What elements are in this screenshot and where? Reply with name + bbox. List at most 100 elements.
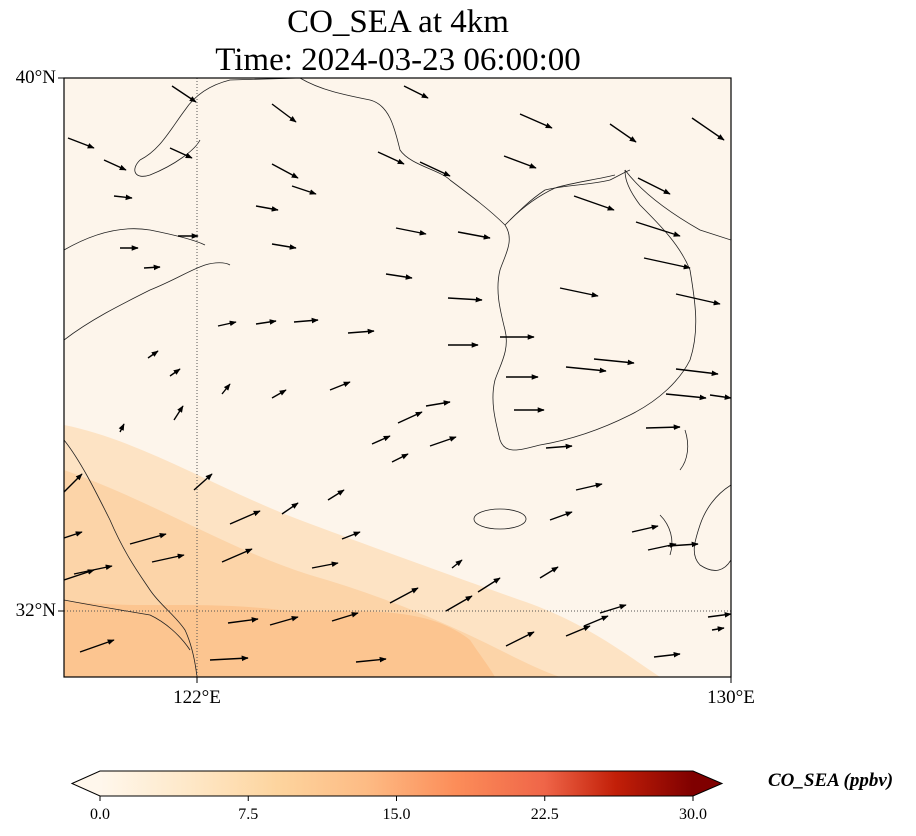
wind-arrow: [331, 612, 359, 622]
wind-arrow: [255, 205, 279, 212]
wind-arrow: [419, 161, 451, 177]
wind-arrow: [281, 502, 299, 515]
wind-arrow: [583, 615, 609, 627]
wind-arrow: [341, 531, 361, 540]
wind-arrow: [645, 424, 681, 430]
wind-arrow: [271, 243, 297, 250]
wind-arrow: [327, 489, 345, 501]
wind-arrow: [391, 453, 409, 463]
wind-arrow: [429, 436, 457, 447]
colorbar-tick-label: 0.0: [90, 806, 110, 823]
wind-arrow: [403, 85, 429, 99]
coastlines: [64, 78, 731, 677]
wind-arrow: [599, 604, 627, 614]
wind-arrow: [395, 227, 427, 236]
wind-arrow: [445, 595, 473, 612]
wind-arrow: [565, 625, 591, 637]
wind-arrow: [64, 473, 83, 493]
wind-arrow: [271, 389, 287, 399]
wind-arrow: [389, 587, 419, 604]
wind-arrow: [67, 137, 95, 149]
wind-arrow: [209, 655, 249, 662]
wind-arrow: [217, 320, 237, 327]
wind-arrow: [227, 617, 259, 624]
map-frame: [63, 77, 732, 678]
wind-arrow: [79, 639, 115, 653]
colorbar-extend-min: [72, 771, 100, 796]
wind-arrow: [653, 651, 681, 658]
colorbar-ticks: [99, 796, 694, 801]
wind-arrow: [291, 185, 317, 195]
ytick-label-40N: 40°N: [15, 67, 56, 88]
wind-arrow: [329, 381, 351, 391]
ytick-label-32N: 32°N: [15, 600, 56, 621]
wind-arrow: [573, 195, 615, 211]
wind-arrow: [355, 656, 387, 663]
wind-arrow: [575, 482, 603, 491]
wind-arrow: [103, 159, 127, 171]
wind-arrow: [565, 366, 607, 374]
xtick-label-122E: 122°E: [173, 687, 221, 708]
wind-arrow: [559, 287, 599, 298]
wind-arrow: [457, 231, 491, 240]
wind-arrow: [675, 293, 721, 306]
chart-title-line-1: CO_SEA at 4km: [287, 4, 509, 40]
wind-arrow: [221, 383, 231, 395]
wind-arrow: [709, 394, 731, 400]
wind-arrow: [447, 296, 483, 303]
wind-arrow: [643, 257, 691, 270]
colorbar-tick-label: 15.0: [382, 806, 411, 823]
wind-arrow: [143, 264, 161, 271]
wind-arrow: [293, 317, 319, 324]
wind-arrow: [255, 319, 277, 325]
colorbar-gradient: [100, 771, 693, 796]
wind-arrow: [229, 510, 261, 525]
wind-arrow: [593, 358, 635, 366]
wind-arrow: [675, 368, 719, 377]
wind-arrow: [637, 177, 671, 195]
wind-arrow: [377, 151, 405, 165]
wind-arrow: [271, 103, 297, 123]
wind-arrow: [193, 473, 213, 491]
wind-arrow: [691, 117, 725, 141]
wind-arrow: [64, 569, 95, 581]
wind-arrow: [397, 411, 423, 424]
wind-arrow: [64, 531, 83, 539]
co-plume-max: [64, 600, 495, 677]
wind-arrow: [539, 566, 559, 579]
xtick-label-130E: 130°E: [707, 687, 755, 708]
wind-arrow: [169, 368, 181, 377]
wind-arrow: [647, 542, 677, 551]
wind-arrow: [173, 405, 184, 421]
wind-arrow: [129, 532, 167, 545]
wind-arrow: [171, 85, 197, 103]
wind-arrow: [477, 577, 501, 593]
wind-arrow: [271, 163, 299, 179]
wind-arrow: [609, 123, 637, 143]
wind-arrow: [635, 221, 681, 237]
wind-arrow: [169, 147, 193, 159]
colorbar-tick-label: 30.0: [679, 806, 707, 823]
wind-arrow: [221, 548, 253, 563]
colorbar-extend-max: [693, 771, 722, 796]
wind-arrow: [665, 393, 707, 401]
wind-arrow: [711, 626, 725, 632]
chart-title-line-2: Time: 2024-03-23 06:00:00: [215, 42, 581, 78]
wind-arrow: [545, 443, 573, 450]
colorbar-tick-label: 7.5: [238, 806, 259, 823]
wind-arrow: [503, 155, 537, 169]
wind-arrow: [667, 541, 699, 548]
wind-arrow: [113, 194, 133, 201]
wind-arrow: [269, 616, 299, 626]
wind-arrow: [73, 564, 113, 575]
wind-arrow: [519, 113, 553, 129]
wind-arrow: [347, 328, 375, 335]
colorbar-tick-label: 22.5: [530, 806, 559, 823]
wind-arrow: [707, 612, 731, 618]
wind-vectors: [64, 85, 731, 663]
wind-arrow: [371, 435, 391, 445]
wind-arrow: [311, 561, 339, 569]
wind-arrow: [385, 273, 413, 280]
